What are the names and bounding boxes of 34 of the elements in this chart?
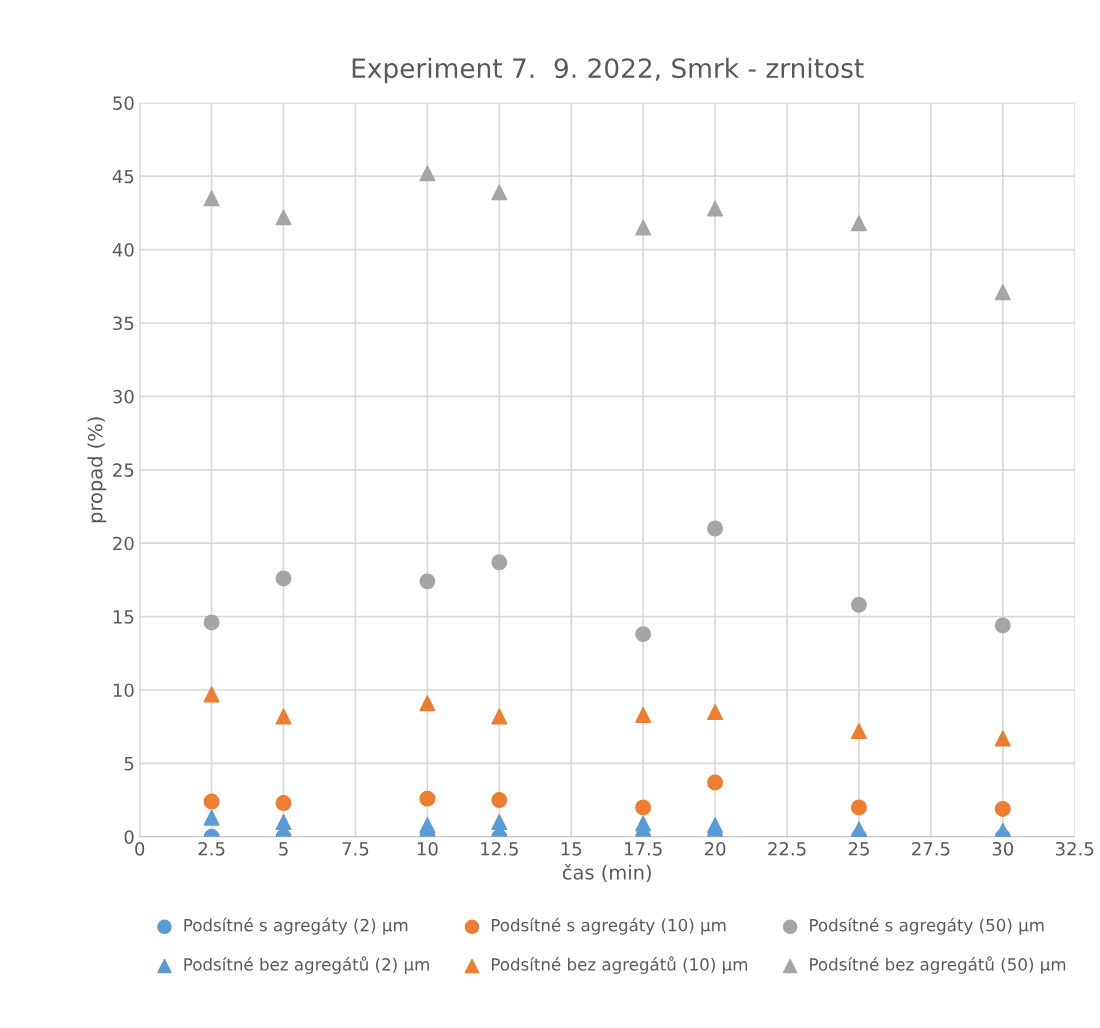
x-tick-label: 7.5 bbox=[342, 842, 369, 856]
legend-label: Podsítné bez agregátů (2) µm bbox=[184, 956, 429, 974]
x-tick-label: 15 bbox=[561, 842, 582, 856]
x-tick-label: 17.5 bbox=[625, 842, 662, 856]
x-tick-label: 2.5 bbox=[198, 841, 225, 856]
x-tick-label: 25 bbox=[848, 841, 869, 856]
y-tick-label: 0 bbox=[124, 830, 134, 844]
x-tick-label: 27.5 bbox=[912, 841, 950, 856]
y-tick-label: 40 bbox=[112, 243, 134, 257]
y-tick-label: 15 bbox=[113, 610, 134, 624]
x-tick-label: 20 bbox=[704, 841, 726, 856]
y-tick-label: 30 bbox=[113, 389, 134, 404]
x-tick-label: 0 bbox=[135, 841, 145, 856]
legend-label: Podsítné s agregáty (10) µm bbox=[491, 917, 726, 935]
x-tick-label: 10 bbox=[417, 841, 438, 856]
y-tick-label: 35 bbox=[113, 316, 134, 331]
x-tick-label: 5 bbox=[279, 842, 288, 856]
legend-label: Podsítné bez agregátů (50) µm bbox=[810, 956, 1066, 974]
x-tick-label: 22.5 bbox=[768, 841, 806, 856]
y-tick-label: 10 bbox=[113, 683, 134, 698]
x-axis-title: čas (min) bbox=[562, 863, 651, 883]
y-axis-title: propad (%) bbox=[87, 417, 107, 523]
x-tick-label: 32.5 bbox=[1055, 841, 1094, 856]
y-tick-label: 25 bbox=[113, 463, 134, 477]
x-tick-label: 30 bbox=[992, 841, 1014, 856]
legend-label: Podsítné s agregáty (50) µm bbox=[810, 917, 1044, 935]
x-tick-label: 12.5 bbox=[481, 841, 518, 856]
chart-title: Experiment 7. 9. 2022, Smrk - zrnitost bbox=[352, 57, 864, 84]
y-tick-label: 50 bbox=[113, 96, 134, 110]
y-tick-label: 20 bbox=[113, 536, 134, 551]
legend-label: Podsítné bez agregátů (10) µm bbox=[491, 956, 748, 974]
legend-label: Podsítné s agregáty (2) µm bbox=[184, 917, 408, 935]
y-tick-label: 45 bbox=[112, 169, 134, 184]
y-tick-label: 5 bbox=[124, 757, 134, 771]
